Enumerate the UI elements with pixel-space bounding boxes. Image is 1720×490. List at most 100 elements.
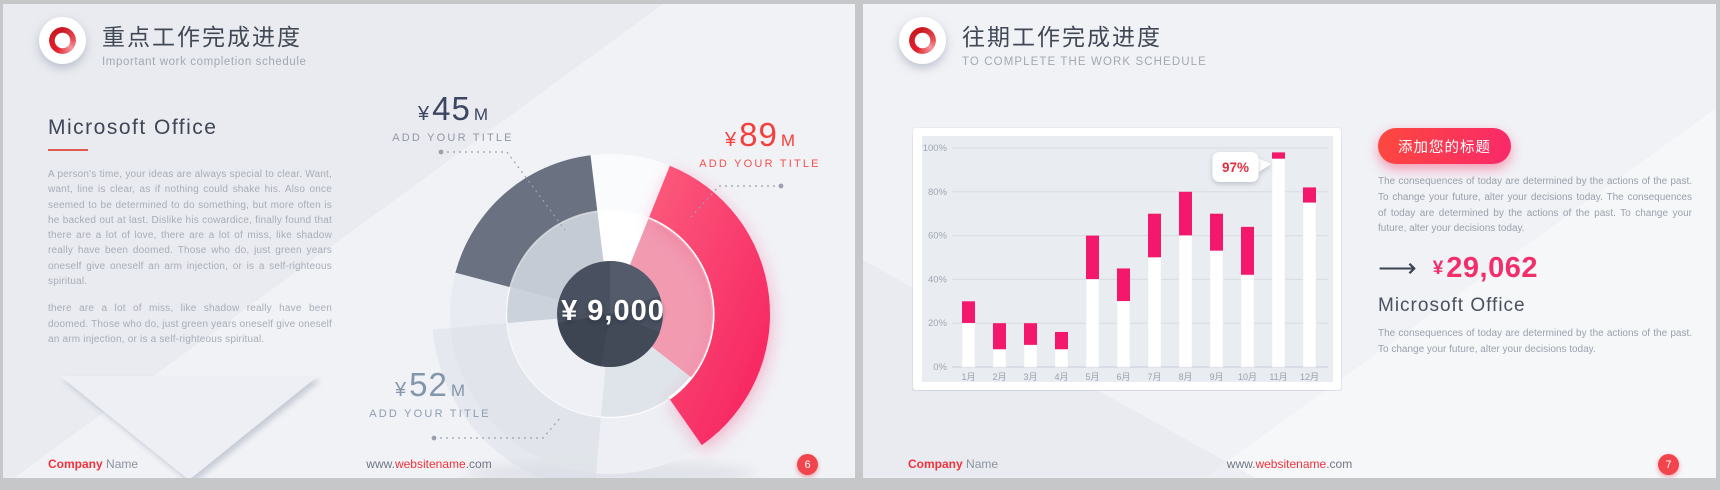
y-tick-label: 40% bbox=[928, 274, 948, 285]
currency-symbol: ¥ bbox=[394, 379, 407, 401]
x-tick-label: 9月 bbox=[1209, 372, 1223, 382]
donut-label-89m: ¥ 89 M ADD YOUR TITLE bbox=[671, 116, 849, 170]
x-tick-label: 8月 bbox=[1178, 372, 1192, 382]
bar-segment-base bbox=[961, 322, 976, 368]
progress-ring-icon bbox=[39, 17, 86, 64]
bar-segment-base bbox=[1271, 158, 1286, 368]
url-www: www. bbox=[366, 457, 395, 471]
label-caption: ADD YOUR TITLE bbox=[392, 132, 514, 144]
company-strong: Company bbox=[908, 457, 963, 471]
url-www: www. bbox=[1226, 457, 1256, 471]
bar-segment-base bbox=[1178, 235, 1193, 368]
bar-segment-base bbox=[1054, 349, 1069, 368]
company-name: Company Name bbox=[48, 457, 138, 471]
currency-symbol: ¥ bbox=[724, 129, 737, 151]
section-heading: Microsoft Office bbox=[48, 116, 218, 139]
bar-segment-base bbox=[1023, 344, 1038, 368]
company-name: Company Name bbox=[908, 457, 998, 471]
bar-segment-base bbox=[1240, 274, 1255, 368]
donut-center-sector bbox=[600, 314, 660, 368]
website-url: www.websitename.com bbox=[863, 457, 1716, 471]
x-tick-label: 3月 bbox=[1023, 372, 1037, 382]
slide-header: 往期工作完成进度 TO COMPLETE THE WORK SCHEDULE bbox=[899, 17, 1207, 68]
bar-segment-base bbox=[1147, 257, 1162, 368]
amount-value: 29,062 bbox=[1446, 252, 1538, 284]
bar-segment-base bbox=[1116, 301, 1131, 368]
value-number: 45 bbox=[432, 90, 471, 127]
page-number-badge: 6 bbox=[797, 454, 818, 475]
bar-segment-highlight bbox=[1055, 331, 1068, 350]
url-tld: .com bbox=[465, 457, 492, 471]
bar-chart: 0% 20% 40% 60% 80% 100% 1月 2月 3月 4月 5月 6月 7月 8月 9月 10月 1… bbox=[913, 128, 1341, 390]
company-light: Name bbox=[106, 457, 139, 471]
x-tick-label: 2月 bbox=[992, 372, 1006, 382]
donut-ring-segment bbox=[601, 346, 692, 417]
x-tick-label: 4月 bbox=[1054, 372, 1068, 382]
background-v-shape bbox=[60, 376, 318, 478]
slide-title: 重点工作完成进度 bbox=[102, 24, 302, 50]
donut-label-52m: ¥ 52 M ADD YOUR TITLE bbox=[345, 366, 515, 420]
label-caption: ADD YOUR TITLE bbox=[699, 158, 821, 170]
body-paragraph: there are a lot of miss, like shadow rea… bbox=[48, 303, 333, 345]
y-tick-label: 60% bbox=[928, 231, 948, 242]
aside-paragraph: The consequences of today are determined… bbox=[1378, 176, 1692, 235]
value-unit: M bbox=[450, 381, 465, 400]
bar-segment-base bbox=[992, 349, 1007, 368]
website-url: www.websitename.com bbox=[3, 457, 855, 471]
callout-bubble bbox=[1212, 152, 1259, 182]
value-unit: M bbox=[473, 105, 488, 124]
x-tick-label: 11月 bbox=[1269, 372, 1287, 382]
url-name: websitename bbox=[394, 457, 466, 471]
slide-header: 重点工作完成进度 Important work completion sched… bbox=[39, 17, 307, 68]
value-number: 52 bbox=[409, 366, 448, 403]
heading-underline bbox=[48, 149, 88, 151]
donut-ring-segment bbox=[590, 154, 670, 219]
bar-segment-highlight bbox=[1148, 213, 1161, 258]
x-tick-label: 6月 bbox=[1116, 372, 1130, 382]
callout-pointer bbox=[1257, 158, 1271, 173]
aside-paragraph: The consequences of today are determined… bbox=[1378, 328, 1692, 355]
bar-segment-highlight bbox=[1241, 226, 1254, 276]
donut-center-sector bbox=[610, 261, 660, 314]
y-tick-label: 20% bbox=[928, 318, 948, 329]
slide-footer: Company Name www.websitename.com 7 bbox=[863, 453, 1716, 477]
bar-segment-highlight bbox=[1179, 191, 1192, 236]
donut-wedge-89m-inner bbox=[629, 218, 714, 378]
bar-segment-highlight bbox=[1086, 235, 1099, 280]
url-name: websitename bbox=[1255, 457, 1327, 471]
x-tick-label: 12月 bbox=[1300, 372, 1319, 382]
value-unit: M bbox=[780, 131, 795, 150]
slide-footer: Company Name www.websitename.com 6 bbox=[3, 453, 855, 477]
x-tick-label: 10月 bbox=[1238, 372, 1257, 382]
slide-left: 重点工作完成进度 Important work completion sched… bbox=[3, 4, 855, 478]
slide-title: 往期工作完成进度 bbox=[962, 24, 1162, 50]
slide-subtitle: TO COMPLETE THE WORK SCHEDULE bbox=[962, 56, 1207, 68]
y-tick-label: 0% bbox=[933, 362, 947, 373]
company-light: Name bbox=[966, 457, 999, 471]
add-title-button[interactable]: 添加您的标题 bbox=[1378, 128, 1511, 164]
amount-row: ⟶ ¥ 29,062 bbox=[1378, 252, 1538, 285]
donut-center-value: ¥ 9,000 bbox=[561, 295, 665, 327]
right-arrow-icon: ⟶ bbox=[1378, 253, 1417, 283]
body-paragraph: A person's time, your ideas are always s… bbox=[48, 169, 332, 288]
y-tick-label: 80% bbox=[928, 187, 948, 198]
donut-ring-segment bbox=[510, 211, 604, 301]
y-tick-label: 100% bbox=[923, 143, 948, 154]
url-tld: .com bbox=[1326, 457, 1353, 471]
progress-ring-icon bbox=[899, 17, 946, 64]
bar-segment-highlight bbox=[1303, 187, 1316, 203]
bar-segment-base bbox=[1302, 202, 1317, 368]
donut-ring-segment bbox=[450, 323, 601, 474]
bar-segment-base bbox=[1209, 250, 1224, 368]
x-tick-label: 7月 bbox=[1147, 372, 1161, 382]
donut-label-45m: ¥ 45 M ADD YOUR TITLE bbox=[368, 90, 538, 144]
donut-ring-segment bbox=[507, 318, 606, 417]
label-caption: ADD YOUR TITLE bbox=[369, 408, 491, 420]
x-tick-label: 1月 bbox=[961, 372, 975, 382]
donut-center-sector bbox=[557, 314, 610, 367]
section-heading: Microsoft Office bbox=[1378, 295, 1526, 316]
bar-segment-base bbox=[1085, 279, 1100, 368]
bar-segment-highlight bbox=[1210, 213, 1223, 251]
bar-segment-highlight bbox=[993, 323, 1006, 350]
donut-ring-segment bbox=[597, 211, 649, 265]
